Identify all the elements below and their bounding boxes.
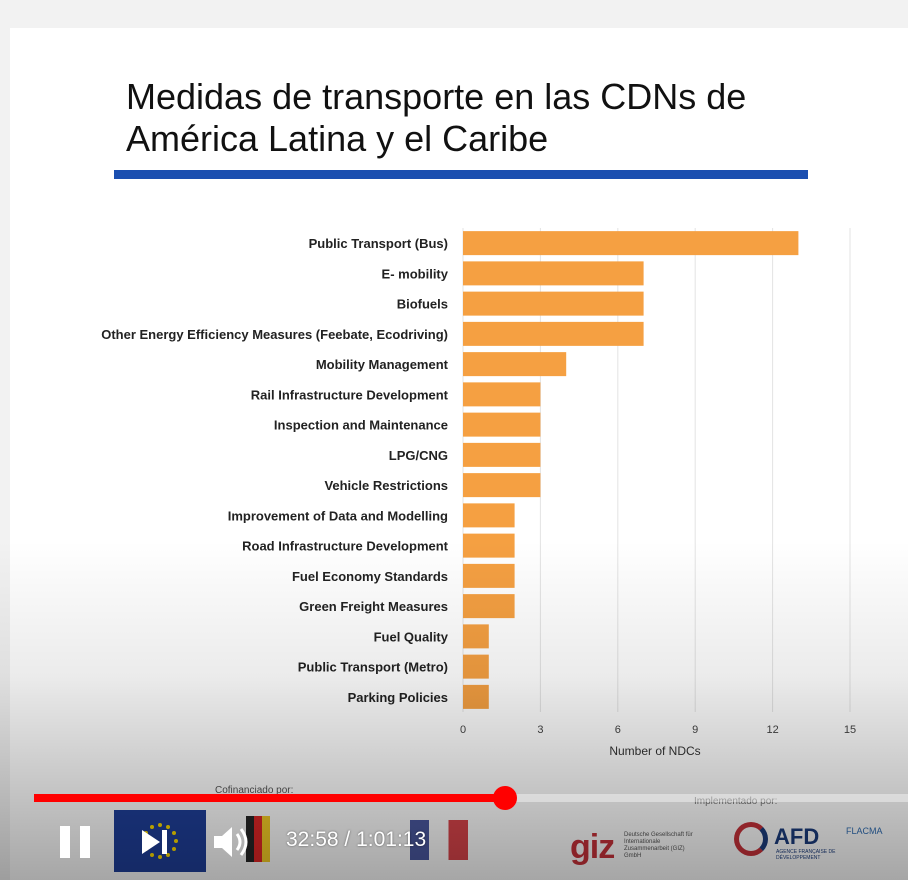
category-label: Improvement of Data and Modelling — [228, 508, 448, 523]
slide-title: Medidas de transporte en las CDNs de Amé… — [126, 76, 846, 160]
title-underline — [114, 170, 808, 179]
flacma-logo: FLACMA — [846, 826, 883, 836]
giz-caption: Deutsche Gesellschaft für Internationale… — [624, 832, 693, 859]
french-republic-logo — [410, 820, 468, 860]
volume-button[interactable] — [210, 822, 254, 862]
bar — [463, 503, 515, 528]
cofinanced-label: Cofinanciado por: — [215, 785, 294, 796]
current-time: 32:58 — [286, 828, 339, 851]
category-label: Vehicle Restrictions — [324, 478, 448, 493]
bar — [463, 412, 541, 437]
category-label: E- mobility — [382, 266, 449, 281]
bar — [463, 563, 515, 588]
afd-caption: AGENCE FRANÇAISE DE DÉVELOPPEMENT — [776, 849, 836, 861]
progress-scrubber-handle[interactable] — [492, 786, 517, 810]
x-tick-label: 9 — [692, 724, 698, 736]
eu-stars-icon — [142, 823, 178, 859]
afd-circle-icon — [734, 822, 768, 856]
category-label: Fuel Quality — [374, 629, 449, 644]
implemented-label: Implementado por: — [694, 796, 778, 807]
next-icon — [142, 830, 167, 854]
category-label: Other Energy Efficiency Measures (Feebat… — [101, 327, 448, 342]
bar — [463, 594, 515, 619]
bar — [463, 654, 489, 679]
slide-title-line2: América Latina y el Caribe — [126, 118, 549, 159]
chart-x-ticks: 0 3 6 9 12 15 — [460, 724, 856, 736]
category-label: Road Infrastructure Development — [242, 539, 449, 554]
time-display: 32:58 / 1:01:13 — [286, 828, 426, 852]
x-tick-label: 15 — [844, 724, 856, 736]
german-ministry-logo — [246, 816, 316, 862]
slide-title-line1: Medidas de transporte en las CDNs de — [126, 76, 747, 117]
bar-chart: Public Transport (Bus) E- mobility Biofuel… — [101, 228, 856, 758]
progress-played — [34, 794, 505, 802]
category-label: Biofuels — [397, 297, 448, 312]
bar — [463, 473, 541, 498]
x-tick-label: 12 — [766, 724, 778, 736]
volume-icon — [214, 827, 248, 857]
duration: 1:01:13 — [356, 828, 427, 851]
time-separator: / — [338, 828, 357, 851]
category-label: Inspection and Maintenance — [274, 418, 448, 433]
category-label: Public Transport (Metro) — [298, 660, 448, 675]
x-tick-label: 0 — [460, 724, 466, 736]
pause-button[interactable] — [58, 822, 94, 862]
bar — [463, 533, 515, 558]
category-label: Public Transport (Bus) — [309, 236, 448, 251]
x-tick-label: 3 — [537, 724, 543, 736]
bar — [463, 291, 644, 316]
category-label: Mobility Management — [316, 357, 449, 372]
chart-category-labels: Public Transport (Bus) E- mobility Biofuel… — [101, 236, 449, 705]
bar — [463, 684, 489, 709]
giz-logo: giz — [570, 828, 615, 866]
chart-bars — [463, 231, 799, 709]
category-label: Fuel Economy Standards — [292, 569, 448, 584]
bar — [463, 382, 541, 407]
category-label: Rail Infrastructure Development — [251, 387, 449, 402]
eu-flag-logo — [114, 810, 206, 872]
bar — [463, 231, 799, 256]
bar — [463, 261, 644, 286]
x-tick-label: 6 — [615, 724, 621, 736]
next-button[interactable] — [136, 824, 172, 860]
category-label: Parking Policies — [348, 690, 448, 705]
afd-logo: AFD — [774, 824, 820, 849]
bar — [463, 442, 541, 467]
bar — [463, 624, 489, 649]
bar — [463, 352, 567, 377]
category-label: LPG/CNG — [389, 448, 448, 463]
category-label: Green Freight Measures — [299, 599, 448, 614]
bar — [463, 321, 644, 346]
x-axis-title: Number of NDCs — [609, 744, 700, 758]
